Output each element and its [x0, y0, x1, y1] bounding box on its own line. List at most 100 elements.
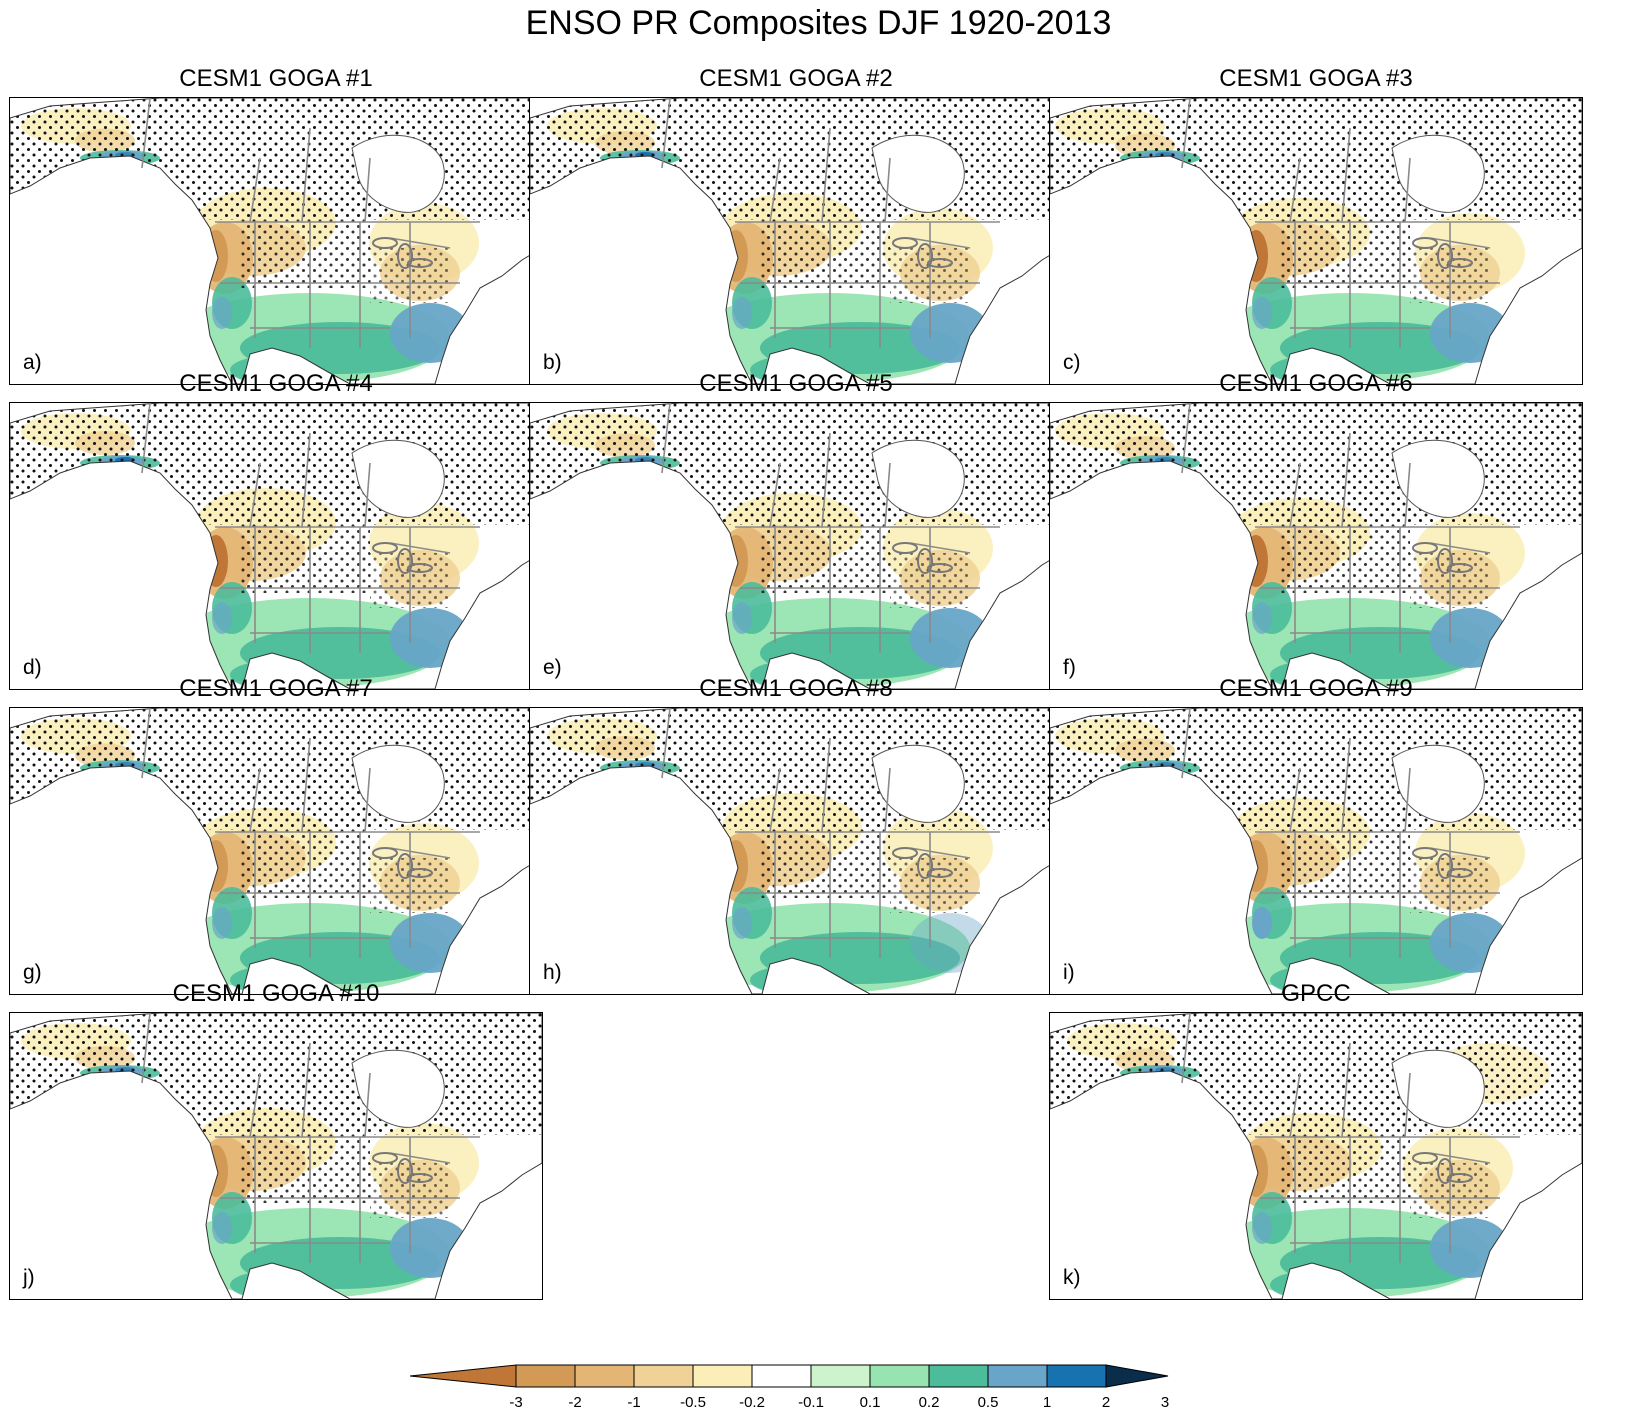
colorbar-high-triangle	[1105, 1364, 1169, 1388]
map-panel: GPCC k)	[1049, 980, 1583, 1300]
map-frame	[9, 707, 543, 995]
panel-title: CESM1 GOGA #7	[179, 675, 373, 702]
great-lakes	[372, 847, 433, 879]
land-fill	[10, 98, 542, 384]
panel-label: d)	[23, 656, 42, 679]
map-panel: CESM1 GOGA #4 d)	[9, 370, 543, 690]
hudson-bay	[351, 1049, 445, 1128]
great-lakes	[372, 1152, 433, 1184]
colorbar-swatch	[869, 1364, 930, 1388]
panel-label: a)	[23, 351, 42, 374]
colorbar-tick-label: -1	[627, 1394, 641, 1411]
colorbar-swatch	[574, 1364, 635, 1388]
great-lakes	[1412, 847, 1473, 879]
map-frame	[9, 1012, 543, 1300]
political-borders	[1181, 98, 1520, 348]
map-frame	[1049, 1012, 1583, 1300]
colorbar-tick-label: 0.2	[918, 1394, 940, 1411]
map-panel: CESM1 GOGA #8 h)	[529, 675, 1063, 995]
panel-title: CESM1 GOGA #2	[699, 65, 893, 92]
panel-label: e)	[543, 656, 562, 679]
map-frame	[529, 402, 1063, 690]
precip-map	[10, 708, 542, 994]
great-lakes	[372, 237, 433, 269]
precip-map	[530, 403, 1062, 689]
coastline	[530, 708, 1062, 994]
great-lakes	[1412, 542, 1473, 574]
land-fill	[530, 403, 1062, 689]
coastline	[1050, 403, 1582, 689]
hudson-bay	[871, 134, 965, 213]
precip-map	[10, 1013, 542, 1299]
colorbar-swatch	[692, 1364, 753, 1388]
land-fill	[530, 98, 1062, 384]
panel-label: f)	[1063, 656, 1076, 679]
political-borders	[141, 98, 480, 348]
colorbar-tick-label: 0.1	[859, 1394, 881, 1411]
precip-map	[530, 708, 1062, 994]
hudson-bay	[1391, 134, 1485, 213]
precip-map	[1050, 98, 1582, 384]
panel-label: g)	[23, 961, 42, 984]
great-lakes	[1412, 237, 1473, 269]
map-panel: CESM1 GOGA #5 e)	[529, 370, 1063, 690]
hudson-bay	[1391, 1049, 1485, 1128]
map-panel: CESM1 GOGA #7 g)	[9, 675, 543, 995]
great-lakes	[892, 847, 953, 879]
precip-map	[10, 98, 542, 384]
panel-title: CESM1 GOGA #6	[1219, 370, 1413, 397]
colorbar-tick-label: 2	[1101, 1394, 1111, 1411]
great-lakes	[372, 542, 433, 574]
precip-map	[530, 98, 1062, 384]
hudson-bay	[871, 744, 965, 823]
panel-label: h)	[543, 961, 562, 984]
political-borders	[1181, 708, 1520, 958]
great-lakes	[1412, 1152, 1473, 1184]
colorbar-swatch	[751, 1364, 812, 1388]
map-panel: CESM1 GOGA #9 i)	[1049, 675, 1583, 995]
panel-label: k)	[1063, 1266, 1081, 1289]
precip-map	[1050, 708, 1582, 994]
panel-title: CESM1 GOGA #3	[1219, 65, 1413, 92]
coastline	[1050, 708, 1582, 994]
coastline	[10, 1013, 542, 1299]
political-borders	[661, 98, 1000, 348]
land-fill	[1050, 98, 1582, 384]
political-borders	[1181, 1013, 1520, 1263]
land-fill	[10, 403, 542, 689]
map-frame	[1049, 97, 1583, 385]
map-frame	[529, 97, 1063, 385]
hudson-bay	[351, 744, 445, 823]
map-panel: CESM1 GOGA #10 j)	[9, 980, 543, 1300]
great-lakes	[892, 237, 953, 269]
colorbar-graphic	[409, 1364, 1169, 1388]
coastline	[10, 98, 542, 384]
colorbar-tick-label: 3	[1160, 1394, 1170, 1411]
map-frame	[9, 97, 543, 385]
colorbar-tick-label: -0.1	[798, 1394, 824, 1411]
land-fill	[1050, 708, 1582, 994]
hudson-bay	[1391, 744, 1485, 823]
political-borders	[661, 403, 1000, 653]
coastline	[1050, 1013, 1582, 1299]
political-borders	[661, 708, 1000, 958]
map-frame	[1049, 707, 1583, 995]
political-borders	[141, 403, 480, 653]
panel-title: GPCC	[1281, 980, 1351, 1007]
panel-title: CESM1 GOGA #8	[699, 675, 893, 702]
colorbar-swatch	[515, 1364, 576, 1388]
political-borders	[141, 1013, 480, 1263]
map-frame	[529, 707, 1063, 995]
colorbar-tick-label: -2	[568, 1394, 582, 1411]
land-fill	[530, 708, 1062, 994]
map-frame	[9, 402, 543, 690]
map-panel: CESM1 GOGA #1 a)	[9, 65, 543, 385]
coastline	[10, 403, 542, 689]
colorbar: -3 -2 -1 -0.5 -0.2 -0.1 0.1 0.2 0.5 1 2 3	[409, 1364, 1230, 1424]
land-fill	[10, 708, 542, 994]
panel-title: CESM1 GOGA #9	[1219, 675, 1413, 702]
colorbar-tick-label: -0.5	[680, 1394, 706, 1411]
map-panel: CESM1 GOGA #3 c)	[1049, 65, 1583, 385]
figure-title: ENSO PR Composites DJF 1920-2013	[525, 4, 1112, 42]
precip-map	[10, 403, 542, 689]
